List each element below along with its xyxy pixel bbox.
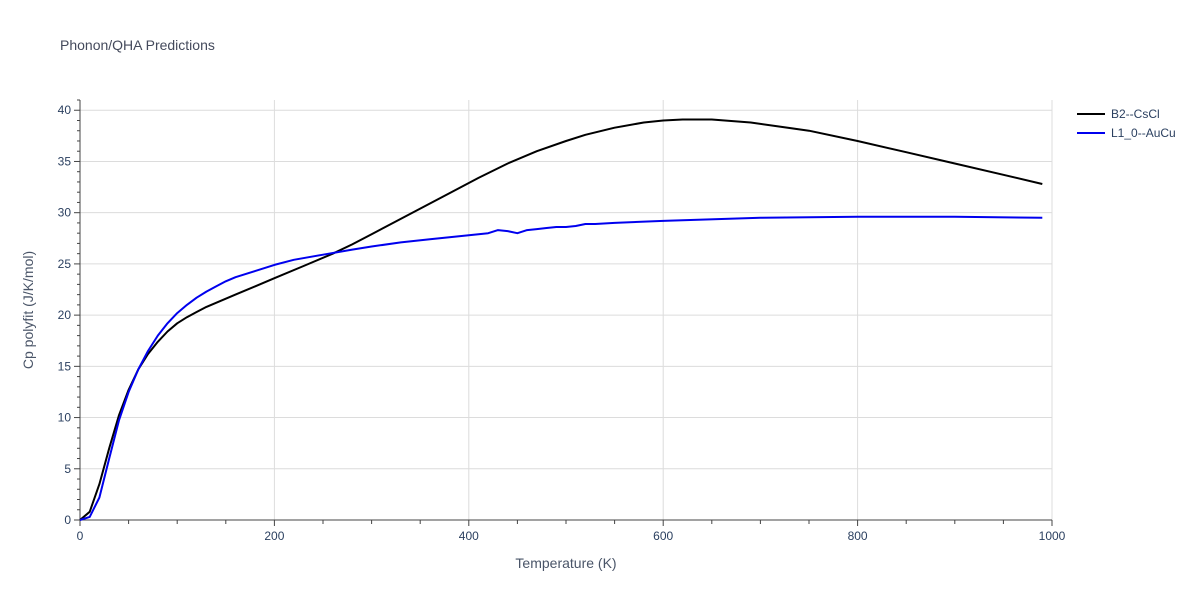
x-tick-label: 400 bbox=[459, 529, 479, 543]
y-axis-title: Cp polyfit (J/K/mol) bbox=[20, 251, 36, 369]
y-tick-label: 35 bbox=[58, 154, 72, 168]
grid bbox=[80, 100, 1053, 520]
x-tick-label: 200 bbox=[264, 529, 284, 543]
series-line-1 bbox=[79, 215, 1043, 521]
axes: 0 200 400 600 800 1000 0 5 10 15 20 25 30 35 40 bbox=[58, 99, 1066, 543]
legend-label-0[interactable]: B2--CsCl bbox=[1111, 107, 1160, 121]
y-tick-label: 5 bbox=[64, 462, 71, 476]
x-tick-label: 800 bbox=[848, 529, 868, 543]
legend[interactable]: B2--CsCl L1_0--AuCu bbox=[1077, 107, 1176, 140]
y-tick-label: 40 bbox=[58, 103, 72, 117]
x-axis-title: Temperature (K) bbox=[515, 555, 616, 571]
y-tick-label: 0 bbox=[64, 513, 71, 527]
chart-title: Phonon/QHA Predictions bbox=[60, 37, 215, 53]
y-tick-label: 25 bbox=[58, 257, 72, 271]
y-tick-label: 20 bbox=[58, 308, 72, 322]
x-tick-label: 1000 bbox=[1039, 529, 1066, 543]
series-layer bbox=[79, 118, 1043, 521]
x-tick-label: 600 bbox=[653, 529, 673, 543]
y-tick-label: 10 bbox=[58, 411, 72, 425]
x-tick-label: 0 bbox=[77, 529, 84, 543]
y-tick-label: 15 bbox=[58, 359, 72, 373]
series-line-0 bbox=[79, 118, 1043, 521]
y-tick-label: 30 bbox=[58, 206, 72, 220]
legend-label-1[interactable]: L1_0--AuCu bbox=[1111, 126, 1176, 140]
